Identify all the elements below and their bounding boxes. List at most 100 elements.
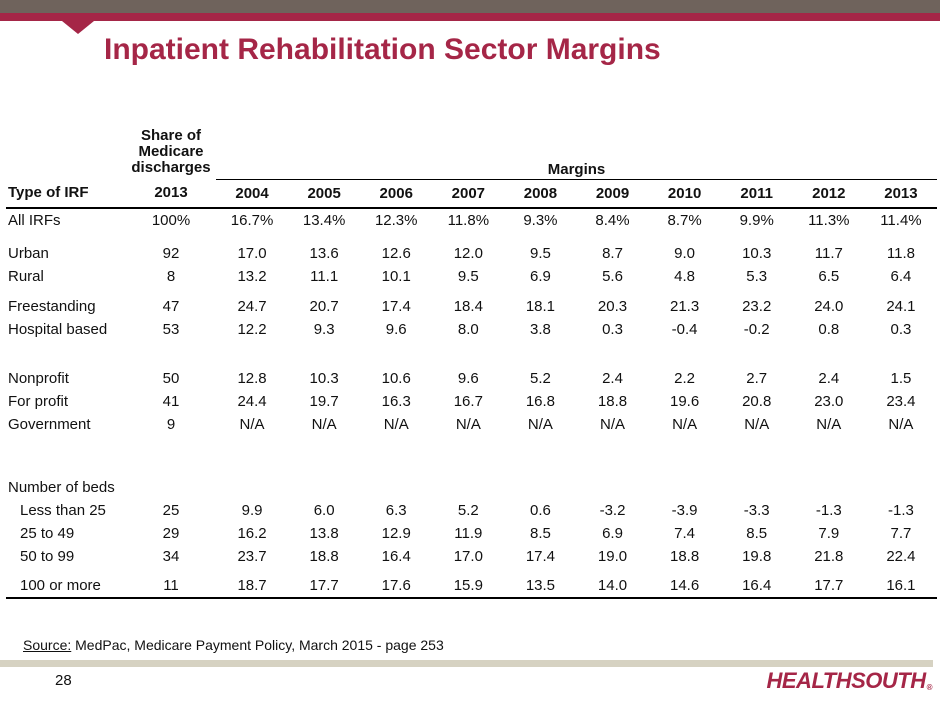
margin-cell-2009: 19.0	[597, 547, 628, 565]
margin-cell-2013: 24.1	[886, 297, 916, 315]
corner-cell	[6, 128, 126, 179]
margin-cell-2012: 24.0	[814, 297, 844, 315]
margin-cell-2007: 17.0	[453, 547, 483, 565]
margin-cell-2004: 9.9	[241, 501, 263, 519]
col-header-year-2012: 2012	[792, 179, 865, 209]
spacer-row	[6, 232, 937, 242]
margin-cell-2011: 5.3	[746, 267, 768, 285]
margin-cell-2013: 6.4	[890, 267, 912, 285]
row-label: Hospital based	[8, 320, 108, 338]
margin-cell-2007: 18.4	[453, 297, 483, 315]
margin-cell-2008: N/A	[527, 415, 553, 433]
margin-cell-2011: 9.9%	[739, 211, 774, 229]
margin-cell-2007: 11.9	[454, 524, 483, 542]
margin-cell-2009: 0.3	[602, 320, 623, 338]
margin-cell-2011: -3.3	[743, 501, 770, 519]
footer-divider	[0, 660, 933, 667]
margin-cell-2010: 9.0	[674, 244, 696, 262]
spacer-row	[6, 341, 937, 367]
margin-cell-2012: 7.9	[818, 524, 840, 542]
margin-cell-2010: 8.7%	[667, 211, 702, 229]
row-label: Less than 25	[20, 501, 106, 519]
spacer-cell	[6, 341, 937, 367]
share-cell: 41	[162, 392, 180, 410]
margin-cell-2009: 6.9	[602, 524, 623, 542]
margin-cell-2011: 10.3	[742, 244, 772, 262]
page-number: 28	[55, 672, 72, 689]
col-header-year-2007: 2007	[432, 179, 505, 209]
margin-cell-2013: 1.5	[890, 369, 912, 387]
margin-cell-2006: 10.6	[381, 369, 411, 387]
margin-cell-2005: 13.6	[309, 244, 339, 262]
margin-cell-2012: 11.3%	[808, 211, 850, 229]
margin-cell-2004: N/A	[239, 415, 265, 433]
col-header-year-2004: 2004	[216, 179, 289, 209]
margin-cell-2008: 9.5	[529, 244, 551, 262]
table-row-hospital-based: Hospital based 53 12.2 9.3 9.6 8.0 3.8 0.3 -0.4 -…	[6, 318, 937, 341]
margin-cell-2006: 16.4	[381, 547, 411, 565]
spacer-row	[6, 288, 937, 295]
row-label: 25 to 49	[20, 524, 75, 542]
top-bar-brown	[0, 0, 940, 13]
margin-cell-2005: 17.7	[288, 573, 361, 599]
margin-cell-2007: 8.0	[457, 320, 479, 338]
margin-cell-2009: 18.8	[597, 392, 628, 410]
healthsouth-logo: HEALTHSOUTH®	[767, 668, 933, 694]
margin-cell-2009: 2.4	[602, 369, 623, 387]
row-label: 50 to 99	[20, 547, 75, 565]
margin-cell-2009: 8.4%	[595, 211, 630, 229]
margin-cell-2011: 8.5	[746, 524, 768, 542]
col-header-year-2013: 2013	[864, 179, 937, 209]
table-row-all-irfs: All IRFs 100% 16.7% 13.4% 12.3% 11.8% 9.3% 8.4%…	[6, 208, 937, 232]
margin-cell-2012: 23.0	[814, 392, 844, 410]
table-row-25-to-49: 25 to 49 29 16.2 13.8 12.9 11.9 8.5 6.9 7.4 8.5 7.…	[6, 522, 937, 545]
margin-cell-2006: 10.1	[381, 267, 411, 285]
margin-cell-2006: N/A	[383, 415, 409, 433]
share-cell: 92	[162, 244, 180, 262]
margin-cell-2006: 9.6	[385, 320, 407, 338]
margin-cell-2004: 24.7	[237, 297, 267, 315]
margin-cell-2008: 5.2	[529, 369, 551, 387]
margin-cell-2004: 23.7	[237, 547, 267, 565]
margin-cell-2013: N/A	[888, 415, 914, 433]
margins-column-group-header: Margins	[216, 128, 937, 180]
margin-cell-2004: 12.2	[237, 320, 267, 338]
col-header-year-2010: 2010	[648, 179, 721, 209]
banner-triangle-icon	[62, 21, 94, 34]
margin-cell-2013: 11.8	[886, 244, 915, 262]
margin-cell-2006: 17.4	[381, 297, 411, 315]
margin-cell-2012: 0.8	[818, 320, 840, 338]
margin-cell-2013: 22.4	[886, 547, 916, 565]
margin-cell-2006: 12.3%	[374, 211, 418, 229]
margin-cell-2009: 14.0	[576, 573, 649, 599]
margin-cell-2004: 16.2	[237, 524, 267, 542]
share-cell: 9	[166, 415, 176, 433]
margin-cell-2005: 13.8	[309, 524, 339, 542]
spacer-row	[6, 436, 937, 476]
table-row-freestanding: Freestanding 47 24.7 20.7 17.4 18.4 18.1 20.3 21…	[6, 295, 937, 318]
margin-cell-2012: N/A	[816, 415, 842, 433]
share-cell: 11	[126, 573, 216, 599]
margin-cell-2007: 9.6	[457, 369, 479, 387]
margin-cell-2004: 24.4	[237, 392, 267, 410]
margin-cell-2004: 17.0	[237, 244, 267, 262]
margin-cell-2006: 12.6	[381, 244, 411, 262]
margin-cell-2011: 19.8	[742, 547, 772, 565]
row-label: For profit	[8, 392, 69, 410]
table-row-urban: Urban 92 17.0 13.6 12.6 12.0 9.5 8.7 9.0 10.3 11.7…	[6, 242, 937, 265]
row-label: Government	[8, 415, 91, 433]
margin-cell-2008: 8.5	[529, 524, 551, 542]
margin-cell-2007: 9.5	[457, 267, 479, 285]
margin-cell-2010: 4.8	[674, 267, 696, 285]
share-cell: 53	[162, 320, 180, 338]
margin-cell-2007: 12.0	[453, 244, 483, 262]
margin-cell-2008: 13.5	[504, 573, 577, 599]
margin-cell-2008: 17.4	[525, 547, 556, 565]
spacer-cell	[6, 288, 937, 295]
share-cell: 50	[162, 369, 180, 387]
margin-cell-2007: 11.8%	[447, 211, 490, 229]
margin-cell-2012: -1.3	[815, 501, 842, 519]
margin-cell-2012: 17.7	[792, 573, 865, 599]
margin-cell-2005: 20.7	[309, 297, 339, 315]
margin-cell-2004: 16.7%	[230, 211, 274, 229]
